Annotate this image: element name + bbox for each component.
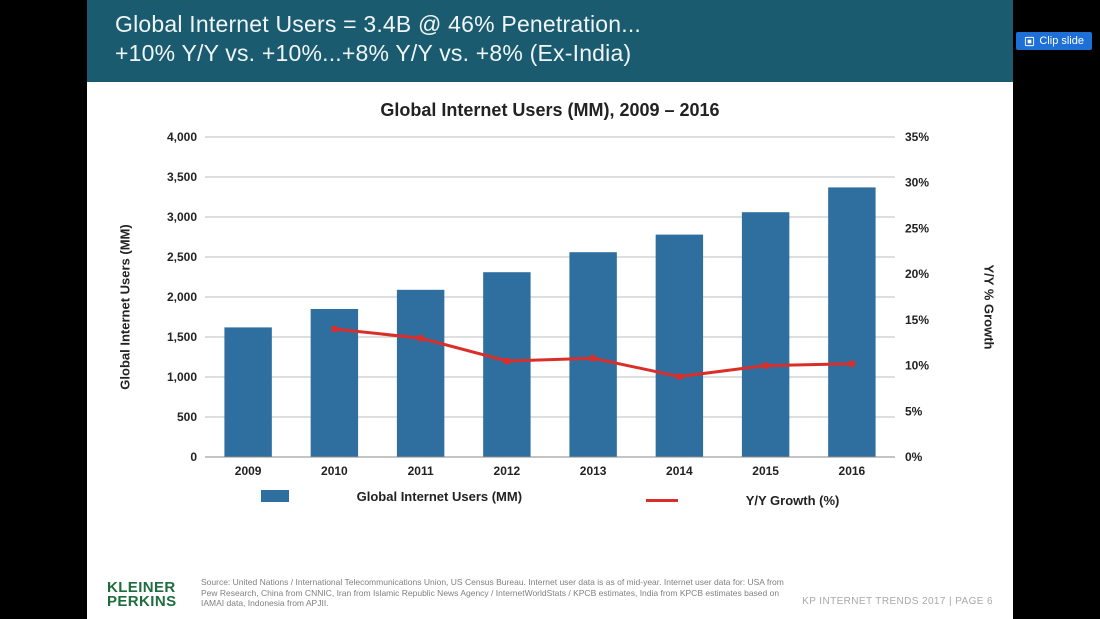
svg-text:30%: 30% <box>905 175 929 189</box>
svg-text:2010: 2010 <box>321 464 348 478</box>
title-line-2: +10% Y/Y vs. +10%...+8% Y/Y vs. +8% (Ex-… <box>115 39 985 68</box>
title-line-1: Global Internet Users = 3.4B @ 46% Penet… <box>115 10 985 39</box>
svg-text:1,000: 1,000 <box>167 370 197 384</box>
y-axis-left-label: Global Internet Users (MM) <box>118 224 133 389</box>
legend-line: Y/Y Growth (%) <box>616 493 870 508</box>
legend-bar-label: Global Internet Users (MM) <box>357 489 522 504</box>
y-axis-right-label: Y/Y % Growth <box>982 264 997 349</box>
svg-text:10%: 10% <box>905 358 929 372</box>
chart-svg: 0 500 1,000 1,500 2,000 2,500 3,000 3,500 4,000 0… <box>135 127 955 487</box>
clip-slide-button[interactable]: Clip slide <box>1016 32 1092 50</box>
svg-text:2012: 2012 <box>494 464 521 478</box>
svg-text:25%: 25% <box>905 221 929 235</box>
title-bar: Global Internet Users = 3.4B @ 46% Penet… <box>87 0 1013 82</box>
line-marker <box>418 335 424 341</box>
svg-text:20%: 20% <box>905 267 929 281</box>
kp-logo: KLEINER PERKINS <box>107 581 187 610</box>
svg-text:2011: 2011 <box>408 464 434 478</box>
bar <box>569 252 616 457</box>
bar <box>742 212 789 457</box>
svg-text:0%: 0% <box>905 450 923 464</box>
svg-text:2,500: 2,500 <box>167 250 197 264</box>
legend-bar-swatch <box>261 490 289 502</box>
source-text: Source: United Nations / International T… <box>201 577 802 609</box>
clip-icon <box>1024 36 1035 47</box>
bar <box>656 234 703 456</box>
stage: Clip slide Global Internet Users = 3.4B … <box>0 0 1100 619</box>
svg-text:2,000: 2,000 <box>167 290 197 304</box>
svg-text:2013: 2013 <box>580 464 607 478</box>
line-marker <box>676 373 682 379</box>
line-marker <box>763 362 769 368</box>
line-marker <box>849 360 855 366</box>
svg-text:15%: 15% <box>905 312 929 326</box>
svg-text:4,000: 4,000 <box>167 130 197 144</box>
line-marker <box>590 355 596 361</box>
bar <box>397 289 444 456</box>
bar <box>483 272 530 457</box>
svg-text:2009: 2009 <box>235 464 262 478</box>
svg-text:1,500: 1,500 <box>167 330 197 344</box>
legend-line-label: Y/Y Growth (%) <box>746 493 840 508</box>
page-info: KP INTERNET TRENDS 2017 | PAGE 6 <box>802 596 993 607</box>
bar <box>828 187 875 457</box>
svg-text:2015: 2015 <box>752 464 779 478</box>
chart-legend: Global Internet Users (MM) Y/Y Growth (%… <box>87 489 1013 509</box>
svg-text:3,500: 3,500 <box>167 170 197 184</box>
svg-text:35%: 35% <box>905 130 929 144</box>
slide: Global Internet Users = 3.4B @ 46% Penet… <box>87 0 1013 619</box>
line-marker <box>331 326 337 332</box>
legend-bar: Global Internet Users (MM) <box>231 489 552 504</box>
chart-title: Global Internet Users (MM), 2009 – 2016 <box>87 100 1013 121</box>
bar <box>224 327 271 457</box>
svg-text:2014: 2014 <box>666 464 693 478</box>
svg-text:0: 0 <box>190 450 197 464</box>
svg-text:2016: 2016 <box>839 464 866 478</box>
legend-line-swatch <box>646 499 678 502</box>
slide-footer: KLEINER PERKINS Source: United Nations /… <box>87 577 1013 609</box>
clip-slide-label: Clip slide <box>1039 35 1084 47</box>
svg-text:500: 500 <box>177 410 197 424</box>
svg-text:3,000: 3,000 <box>167 210 197 224</box>
line-marker <box>504 358 510 364</box>
svg-text:5%: 5% <box>905 404 923 418</box>
chart-area: Global Internet Users (MM) Y/Y % Growth … <box>135 127 965 487</box>
kp-logo-line2: PERKINS <box>107 595 187 609</box>
